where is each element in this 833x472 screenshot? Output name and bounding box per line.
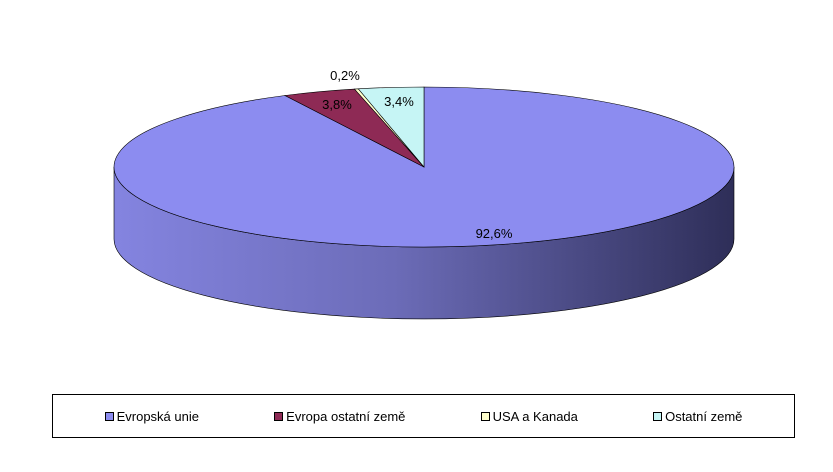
legend-swatch-evropa-ostatni-zeme bbox=[274, 411, 284, 421]
legend-item-usa-a-kanada: USA a Kanada bbox=[480, 408, 578, 424]
legend-label-ostatni-zeme: Ostatní země bbox=[665, 408, 743, 424]
legend-label-evropa-ostatni-zeme: Evropa ostatní země bbox=[286, 408, 406, 424]
slice-label-evropska-unie: 92,6% bbox=[476, 226, 513, 241]
legend-label-evropska-unie: Evropská unie bbox=[116, 408, 199, 424]
legend-swatch-usa-a-kanada bbox=[480, 411, 490, 421]
legend-swatch-evropska-unie bbox=[104, 411, 114, 421]
legend-swatch-ostatni-zeme bbox=[653, 411, 663, 421]
legend-item-evropska-unie: Evropská unie bbox=[104, 408, 199, 424]
slice-label-usa-a-kanada: 0,2% bbox=[330, 68, 360, 83]
pie-tops bbox=[113, 86, 735, 248]
pie-slice-ostatni-zeme bbox=[357, 86, 425, 168]
slice-label-evropa-ostatni-zeme: 3,8% bbox=[322, 97, 352, 112]
legend-item-evropa-ostatni-zeme: Evropa ostatní země bbox=[274, 409, 405, 424]
chart-legend: Evropská unie Evropa ostatní země USA a … bbox=[52, 394, 795, 438]
pie-data-labels: 92,6% 3,8% 0,2% 3,4% bbox=[322, 68, 513, 241]
slice-label-ostatni-zeme: 3,4% bbox=[384, 94, 414, 109]
legend-label-usa-a-kanada: USA a Kanada bbox=[492, 408, 578, 424]
legend-item-ostatni-zeme: Ostatní země bbox=[653, 409, 742, 424]
